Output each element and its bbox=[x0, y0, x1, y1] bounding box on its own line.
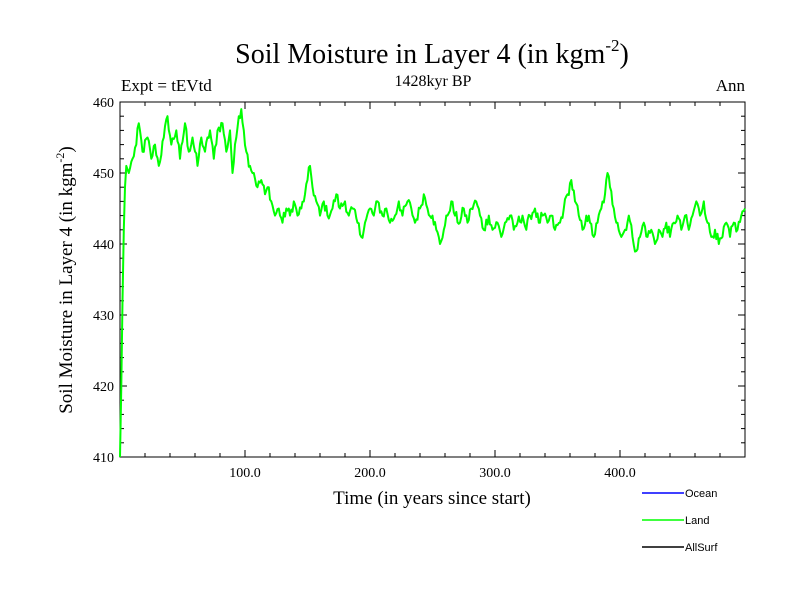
legend-label-ocean: Ocean bbox=[685, 488, 717, 500]
legend: Ocean Land AllSurf bbox=[642, 488, 718, 554]
x-tick-label: 200.0 bbox=[354, 466, 386, 481]
axis-ticks bbox=[120, 102, 745, 457]
series-line-land bbox=[119, 108, 746, 458]
y-tick-label: 450 bbox=[93, 167, 114, 182]
y-axis-label: Soil Moisture in Layer 4 (in kgm-2) bbox=[53, 146, 77, 414]
legend-label-allsurf: AllSurf bbox=[685, 542, 718, 554]
y-tick-label: 460 bbox=[93, 96, 114, 111]
x-tick-label: 100.0 bbox=[229, 466, 261, 481]
x-tick-label: 300.0 bbox=[479, 466, 511, 481]
plot-frame bbox=[119, 101, 746, 458]
y-tick-label: 430 bbox=[93, 309, 114, 324]
subtitle-experiment: Expt = tEVtd bbox=[121, 76, 212, 95]
chart-title: Soil Moisture in Layer 4 (in kgm-2) bbox=[235, 36, 629, 70]
y-tick-label: 420 bbox=[93, 380, 114, 395]
x-tick-labels: 100.0 200.0 300.0 400.0 bbox=[229, 466, 636, 481]
y-tick-label: 410 bbox=[93, 451, 114, 466]
y-tick-labels: 410 420 430 440 450 460 bbox=[93, 96, 114, 466]
x-axis-label: Time (in years since start) bbox=[333, 488, 531, 509]
subtitle-period: 1428kyr BP bbox=[395, 73, 472, 90]
y-tick-label: 440 bbox=[93, 238, 114, 253]
legend-label-land: Land bbox=[685, 515, 709, 527]
subtitle-season: Ann bbox=[716, 76, 746, 95]
x-tick-label: 400.0 bbox=[604, 466, 636, 481]
